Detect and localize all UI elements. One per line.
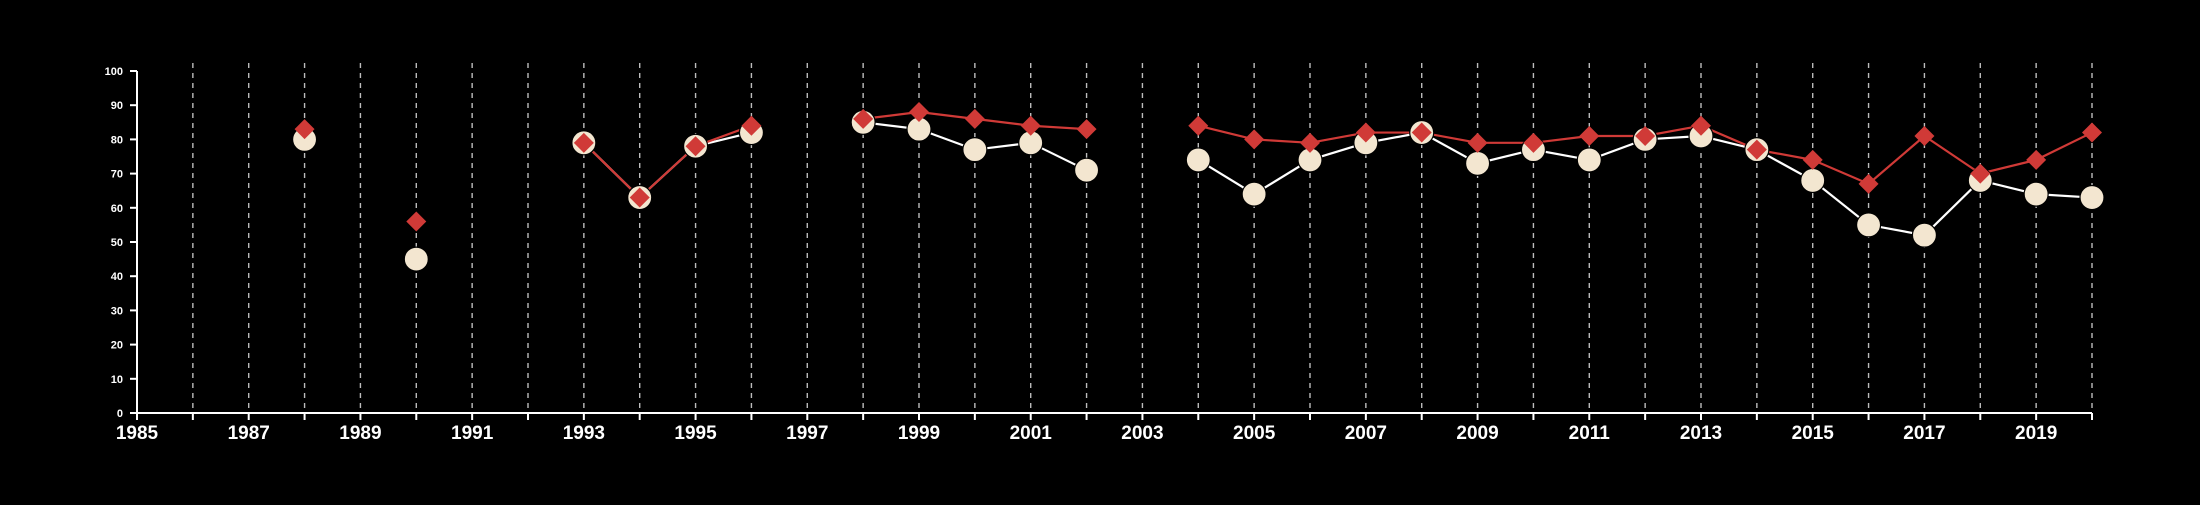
data-point-diamond <box>629 187 650 208</box>
y-tick-label: 80 <box>111 134 123 146</box>
series-0-line <box>583 131 752 200</box>
series-markers <box>291 102 2105 272</box>
data-point-circle <box>1576 147 1602 173</box>
x-tick-label: 1997 <box>786 423 828 444</box>
y-tick-label: 70 <box>111 169 123 181</box>
y-tick-label: 10 <box>111 374 123 386</box>
grid-layer <box>192 63 2093 413</box>
data-point-circle <box>2079 184 2105 211</box>
x-tick-label: 2015 <box>1792 423 1835 444</box>
data-point-diamond <box>1467 132 1488 153</box>
data-point-circle <box>1073 157 1100 183</box>
data-point-circle <box>1800 167 1826 194</box>
data-point-circle <box>1911 222 1938 248</box>
x-tick-label: 1995 <box>674 423 717 444</box>
y-tick-label: 20 <box>111 340 123 352</box>
data-point-diamond <box>2026 149 2047 170</box>
data-point-diamond <box>1076 119 1097 140</box>
data-point-diamond <box>909 102 929 123</box>
data-point-diamond <box>1411 122 1432 143</box>
data-point-diamond <box>2082 122 2102 143</box>
x-tick-label: 2019 <box>2015 423 2057 444</box>
y-tick-label: 60 <box>111 203 123 215</box>
axes-layer <box>130 70 2093 420</box>
x-tick-label: 1989 <box>339 423 381 444</box>
x-tick-label: 2013 <box>1680 423 1722 444</box>
y-tick-label: 0 <box>117 408 123 420</box>
x-tick-label: 1985 <box>116 423 159 444</box>
data-point-diamond <box>1355 122 1376 143</box>
x-tick-label: 2011 <box>1569 423 1611 444</box>
data-point-diamond <box>1914 125 1935 146</box>
data-point-circle <box>403 246 429 272</box>
data-point-diamond <box>685 136 706 157</box>
series-1-line <box>583 124 752 200</box>
data-point-diamond <box>573 132 594 153</box>
x-tick-label: 2007 <box>1345 423 1387 444</box>
x-tick-label: 1987 <box>228 423 270 444</box>
x-tick-label: 2003 <box>1121 423 1163 444</box>
data-point-diamond <box>1635 125 1656 146</box>
data-point-diamond <box>964 108 985 129</box>
x-tick-label: 1999 <box>898 423 940 444</box>
data-point-diamond <box>1858 173 1879 194</box>
data-point-diamond <box>1970 163 1991 184</box>
data-point-circle <box>1464 150 1491 176</box>
data-point-circle <box>1185 147 1211 173</box>
data-point-circle <box>962 137 988 163</box>
tick-labels: 1985 1987 1989 1991 1993 1995 1997 1999 2001 2003… <box>105 66 2058 444</box>
y-tick-label: 30 <box>111 305 123 317</box>
data-point-diamond <box>406 211 427 232</box>
x-tick-label: 2017 <box>1903 423 1945 444</box>
data-point-diamond <box>1746 139 1767 160</box>
data-point-circle <box>2023 181 2049 207</box>
x-tick-label: 1993 <box>563 423 605 444</box>
data-point-circle <box>1241 181 1267 207</box>
data-point-circle <box>1855 212 1882 238</box>
data-point-diamond <box>1523 132 1544 153</box>
y-tick-label: 50 <box>111 237 123 249</box>
x-tick-label: 2005 <box>1233 423 1276 444</box>
x-tick-label: 2009 <box>1456 423 1498 444</box>
y-tick-label: 40 <box>111 271 123 283</box>
data-point-diamond <box>741 115 762 136</box>
data-point-diamond <box>1244 129 1265 150</box>
x-tick-label: 1991 <box>451 423 494 444</box>
x-tick-label: 2001 <box>1010 423 1053 444</box>
data-point-diamond <box>853 108 874 129</box>
data-point-diamond <box>1691 115 1711 136</box>
y-tick-label: 100 <box>105 66 123 78</box>
data-point-diamond <box>1188 115 1209 136</box>
data-point-diamond <box>1802 149 1823 170</box>
y-tick-label: 90 <box>111 100 123 112</box>
data-point-diamond <box>1020 115 1041 136</box>
data-point-diamond <box>294 119 315 140</box>
data-point-diamond <box>1300 132 1320 153</box>
data-point-diamond <box>1579 125 1600 146</box>
